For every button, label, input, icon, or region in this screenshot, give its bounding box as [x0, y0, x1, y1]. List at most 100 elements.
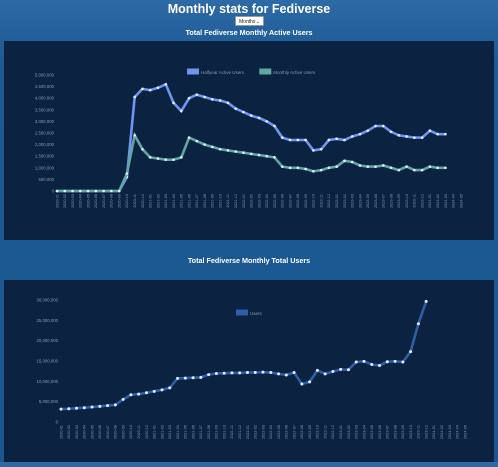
x-tick-label: 2020-10 — [129, 425, 133, 439]
y-tick-label: 30,000,000 — [36, 298, 58, 303]
x-tick-label: 2021-03 — [164, 194, 168, 208]
x-tick-label: 2022-02 — [250, 194, 254, 208]
legend-label: Users — [250, 311, 263, 316]
data-point — [168, 386, 172, 390]
x-tick-label: 2021-09 — [211, 194, 215, 208]
x-tick-label: 2020-02 — [63, 194, 67, 208]
data-point — [156, 157, 160, 160]
x-tick-label: 2021-10 — [218, 194, 222, 208]
legend-label: Monthly Active Users — [273, 70, 316, 75]
data-point — [226, 149, 230, 152]
series-line — [60, 300, 428, 411]
data-point — [249, 114, 253, 117]
data-point — [358, 164, 362, 167]
x-tick-label: 2020-03 — [75, 425, 79, 439]
x-tick-label: 2020-12 — [141, 194, 145, 208]
period-select-value: Months — [239, 19, 256, 25]
chart-panel-total: Users 0 5,000,000 10,000,000 15,000,000 20,00… — [4, 280, 494, 462]
x-tick-label: 2021-11 — [226, 194, 230, 208]
data-point — [354, 360, 358, 364]
data-point — [296, 138, 300, 142]
x-tick-label: 2024-04 — [452, 194, 456, 208]
x-tick-label: 2022-07 — [288, 194, 292, 208]
data-point — [160, 388, 164, 392]
data-point — [292, 371, 296, 375]
data-point — [156, 86, 160, 90]
x-tick-label: 2020-01 — [55, 194, 59, 208]
x-tick-label: 2020-05 — [90, 425, 94, 439]
x-tick-label: 2023-06 — [374, 194, 378, 208]
y-tick-label: 4,000,000 — [35, 96, 55, 101]
data-point — [102, 189, 105, 193]
data-point — [288, 166, 292, 170]
data-point — [211, 145, 214, 149]
y-tick-label: 20,000,000 — [36, 338, 58, 343]
x-tick-label: 2022-10 — [316, 425, 320, 439]
x-tick-label: 2024-01 — [432, 425, 436, 439]
data-point — [323, 372, 327, 376]
data-point — [362, 359, 366, 363]
x-tick-label: 2023-02 — [347, 425, 351, 439]
data-point — [312, 149, 315, 152]
y-tick-label: 3,000,000 — [35, 119, 55, 124]
data-point — [137, 392, 141, 396]
x-tick-label: 2023-08 — [389, 194, 393, 208]
x-tick-label: 2024-01 — [428, 194, 432, 208]
data-point — [218, 147, 222, 151]
data-point — [129, 393, 133, 397]
x-tick-label: 2020-06 — [98, 425, 102, 439]
x-tick-label: 2022-12 — [331, 425, 335, 439]
x-tick-label: 2022-06 — [281, 194, 285, 208]
chart-title-active: Total Fediverse Monthly Active Users — [185, 28, 313, 37]
x-tick-label: 2023-04 — [358, 194, 362, 208]
data-point — [187, 96, 191, 100]
y-tick-label: 5,000,000 — [39, 399, 59, 404]
data-point — [382, 124, 385, 128]
data-point — [67, 407, 71, 411]
data-point — [401, 360, 405, 364]
data-point — [257, 153, 261, 157]
data-point — [176, 376, 180, 380]
x-tick-label: 2023-12 — [424, 425, 428, 439]
x-tick-label: 2021-09 — [215, 425, 219, 439]
data-point — [335, 137, 338, 141]
data-point — [281, 136, 284, 139]
data-point — [374, 124, 377, 128]
total-users-chart: Users 0 5,000,000 10,000,000 15,000,000 20,00… — [36, 298, 467, 439]
x-tick-label: 2024-02 — [436, 194, 440, 208]
data-point — [350, 135, 354, 138]
data-point — [234, 150, 237, 153]
x-tick-label: 2023-06 — [378, 425, 382, 439]
data-point — [288, 138, 292, 142]
data-point — [397, 168, 401, 172]
x-tick-label: 2023-09 — [397, 194, 401, 208]
data-point — [374, 165, 377, 168]
data-point — [416, 322, 420, 326]
data-point — [315, 368, 319, 372]
x-tick-label: 2022-01 — [246, 425, 250, 439]
y-tick-label: 2,500,000 — [35, 131, 55, 136]
x-tick-label: 2023-03 — [351, 194, 355, 208]
x-tick-label: 2020-09 — [121, 425, 125, 439]
data-point — [195, 93, 199, 97]
data-point — [389, 130, 393, 134]
x-tick-label: 2022-10 — [312, 194, 316, 208]
x-tick-label: 2020-11 — [133, 194, 137, 208]
data-point — [405, 165, 408, 168]
data-point — [327, 138, 331, 142]
data-point — [110, 189, 113, 193]
data-point — [242, 151, 245, 155]
period-select[interactable]: Months ⌄ — [235, 16, 264, 26]
y-tick-label: 500,000 — [38, 177, 54, 182]
legend-swatch — [236, 309, 248, 316]
x-tick-label: 2021-06 — [187, 194, 191, 208]
x-tick-label: 2021-06 — [191, 425, 195, 439]
data-point — [409, 350, 413, 354]
legend-swatch — [259, 68, 272, 75]
data-point — [207, 373, 211, 377]
data-point — [187, 136, 191, 139]
x-tick-label: 2023-03 — [355, 425, 359, 439]
x-tick-label: 2021-03 — [168, 425, 172, 439]
data-point — [366, 129, 370, 132]
data-point — [382, 164, 385, 167]
